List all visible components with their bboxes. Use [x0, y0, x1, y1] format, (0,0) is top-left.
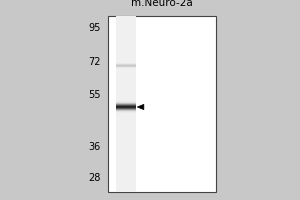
Bar — [116, 16, 136, 192]
Bar — [108, 16, 216, 192]
Text: 55: 55 — [88, 90, 100, 100]
Text: 72: 72 — [88, 57, 100, 67]
Text: 28: 28 — [88, 173, 100, 183]
Text: m.Neuro-2a: m.Neuro-2a — [131, 0, 193, 8]
Text: 36: 36 — [88, 142, 100, 152]
Polygon shape — [137, 104, 144, 110]
Text: 95: 95 — [88, 23, 100, 33]
